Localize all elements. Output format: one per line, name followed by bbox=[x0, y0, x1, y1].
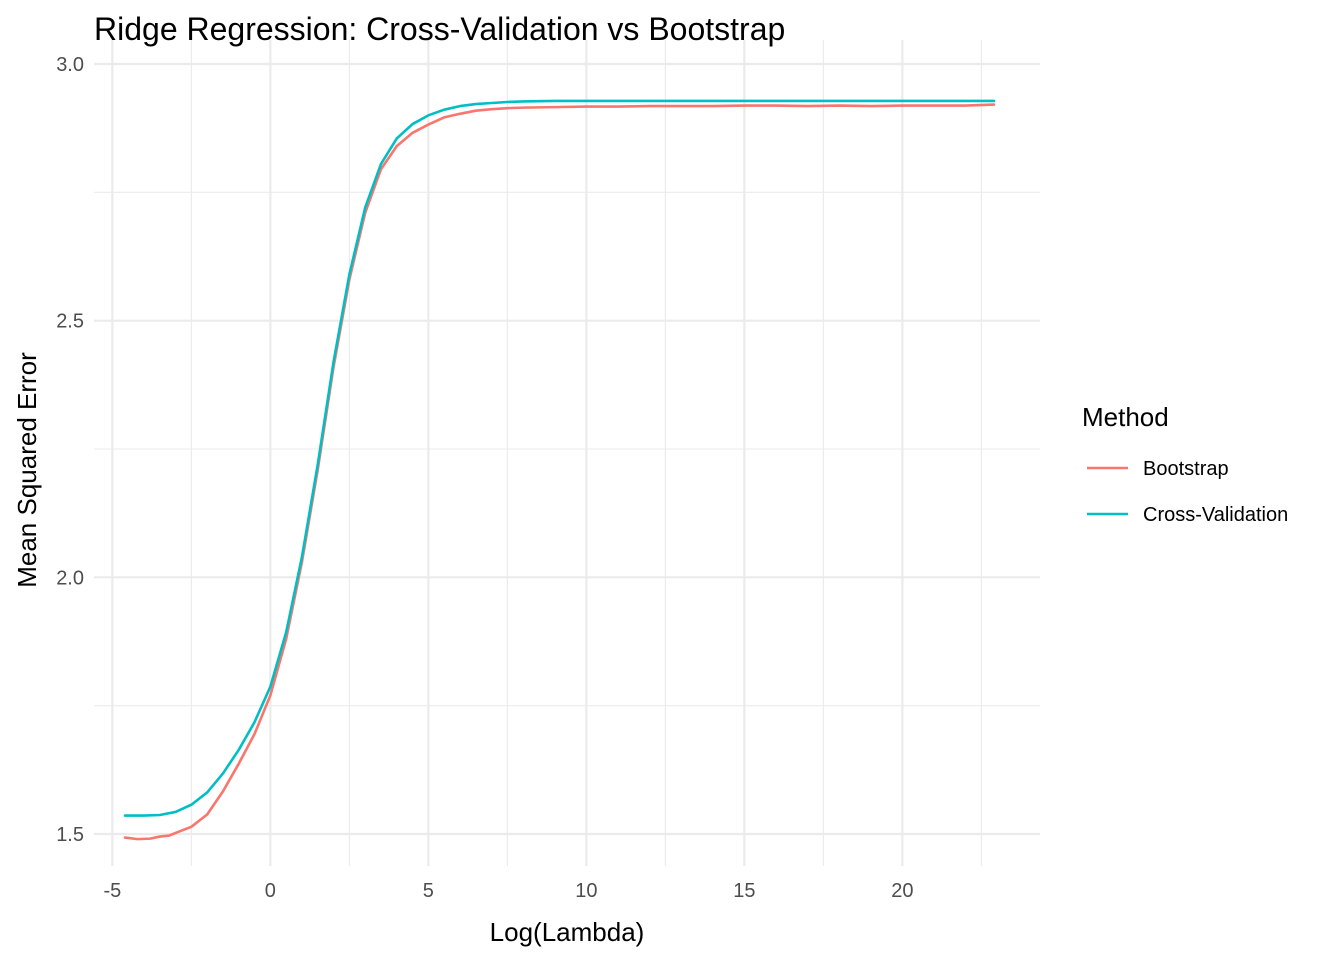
y-tick-label: 2.5 bbox=[56, 311, 84, 333]
y-axis-title: Mean Squared Error bbox=[12, 352, 42, 588]
x-axis-title: Log(Lambda) bbox=[490, 917, 645, 947]
x-tick-label: 5 bbox=[423, 880, 434, 902]
y-axis: 1.5 2.0 2.5 3.0 bbox=[56, 54, 84, 846]
legend-label-cross-validation: Cross-Validation bbox=[1143, 504, 1288, 526]
y-tick-label: 3.0 bbox=[56, 54, 84, 76]
x-axis: -5 0 5 10 15 20 bbox=[103, 880, 913, 902]
grid-layer bbox=[94, 40, 1040, 866]
y-tick-label: 1.5 bbox=[56, 824, 84, 846]
series-layer bbox=[123, 99, 996, 841]
legend-title: Method bbox=[1082, 402, 1169, 432]
x-tick-label: -5 bbox=[103, 880, 121, 902]
legend-label-bootstrap: Bootstrap bbox=[1143, 458, 1229, 480]
legend: Method Bootstrap Cross-Validation bbox=[1082, 402, 1288, 526]
legend-items: Bootstrap Cross-Validation bbox=[1087, 458, 1288, 526]
x-tick-label: 20 bbox=[891, 880, 913, 902]
y-tick-label: 2.0 bbox=[56, 567, 84, 589]
series-line-cross-validation bbox=[123, 99, 996, 817]
x-tick-label: 0 bbox=[265, 880, 276, 902]
chart-title: Ridge Regression: Cross-Validation vs Bo… bbox=[94, 11, 785, 47]
series-line-bootstrap bbox=[123, 103, 996, 841]
x-tick-label: 10 bbox=[575, 880, 597, 902]
x-tick-label: 15 bbox=[733, 880, 755, 902]
